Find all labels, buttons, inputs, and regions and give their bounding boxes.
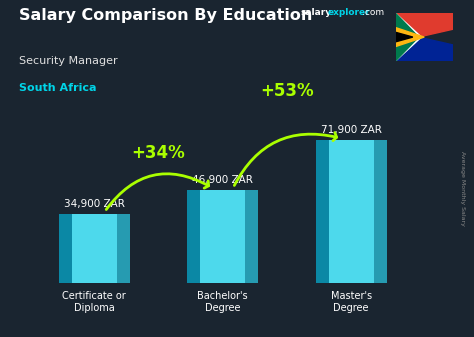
Text: 34,900 ZAR: 34,900 ZAR	[64, 199, 125, 209]
Polygon shape	[396, 37, 453, 61]
Bar	[316, 140, 386, 283]
Bar	[316, 140, 328, 283]
Bar	[246, 190, 258, 283]
Bar	[59, 214, 130, 283]
Text: Salary Comparison By Education: Salary Comparison By Education	[19, 8, 312, 24]
Text: +34%: +34%	[132, 144, 185, 162]
Polygon shape	[396, 13, 419, 61]
Bar	[59, 214, 72, 283]
Bar	[374, 140, 386, 283]
Text: salary: salary	[301, 8, 332, 18]
Bar	[187, 190, 258, 283]
Polygon shape	[396, 17, 419, 57]
Text: explorer: explorer	[328, 8, 371, 18]
Polygon shape	[396, 13, 453, 37]
Text: Security Manager: Security Manager	[19, 56, 118, 66]
Polygon shape	[396, 32, 413, 42]
Text: South Africa: South Africa	[19, 83, 97, 93]
Bar	[117, 214, 130, 283]
Text: 46,900 ZAR: 46,900 ZAR	[192, 175, 253, 185]
Polygon shape	[396, 28, 424, 47]
Text: .com: .com	[362, 8, 384, 18]
Text: +53%: +53%	[260, 82, 314, 99]
Text: 71,900 ZAR: 71,900 ZAR	[321, 125, 382, 135]
Bar	[187, 190, 200, 283]
Polygon shape	[396, 13, 421, 61]
Text: Average Monthly Salary: Average Monthly Salary	[460, 151, 465, 226]
